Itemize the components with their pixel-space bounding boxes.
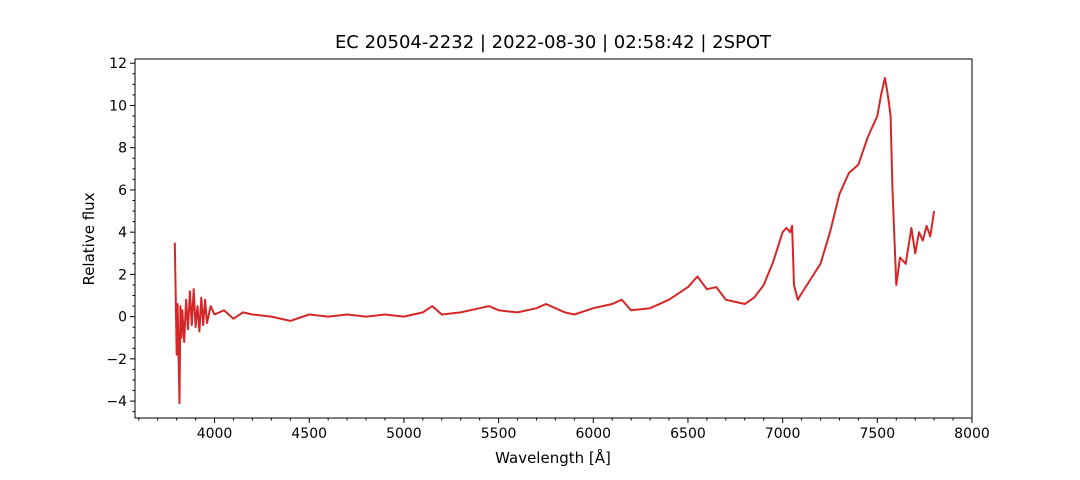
x-tick-label: 5000 (386, 426, 422, 442)
x-tick-label: 5500 (481, 426, 517, 442)
x-axis-label: Wavelength [Å] (495, 448, 611, 467)
y-tick-label: −4 (106, 394, 127, 410)
spectrum-line (173, 77, 936, 405)
x-tick-label: 4000 (197, 426, 233, 442)
x-tick-label: 7500 (859, 426, 895, 442)
y-tick-label: 0 (118, 310, 127, 326)
x-tick-label: 6500 (670, 426, 706, 442)
axis-ticks: 4000 4500 5000 5500 6000 6500 7000 7500 8000 −4 −2… (106, 56, 989, 442)
plot-frame (134, 58, 973, 419)
y-tick-label: 2 (118, 267, 127, 283)
y-tick-label: −2 (106, 352, 127, 368)
plot-area (173, 77, 936, 405)
y-tick-label: 8 (118, 141, 127, 157)
y-tick-label: 10 (109, 98, 127, 114)
x-tick-label: 4500 (291, 426, 327, 442)
y-tick-label: 6 (118, 183, 127, 199)
chart-title: EC 20504-2232 | 2022-08-30 | 02:58:42 | … (335, 32, 772, 53)
y-tick-label: 4 (118, 225, 127, 241)
x-tick-label: 7000 (765, 426, 801, 442)
x-tick-label: 6000 (575, 426, 611, 442)
x-tick-label: 8000 (954, 426, 990, 442)
y-axis-label: Relative flux (80, 192, 98, 285)
y-tick-label: 12 (109, 56, 127, 72)
